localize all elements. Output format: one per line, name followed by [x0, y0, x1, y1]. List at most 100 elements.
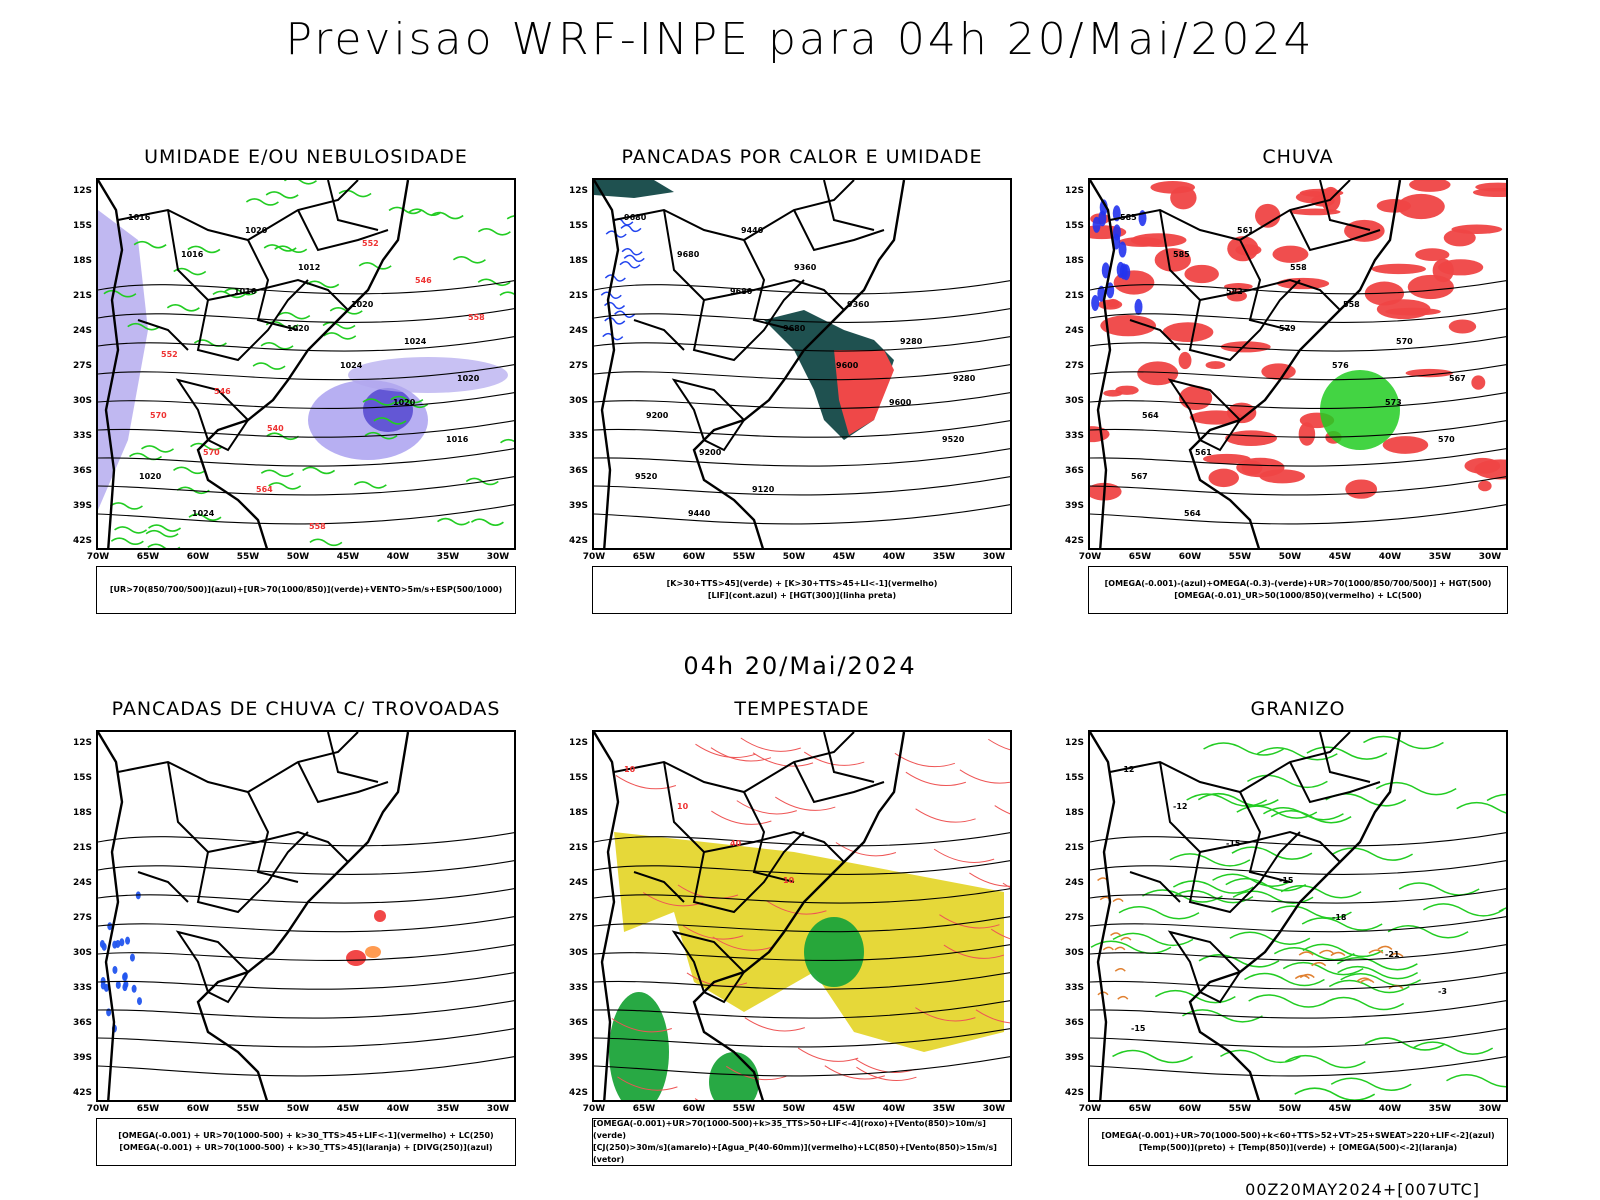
map-frame	[96, 730, 516, 1102]
latitude-label: 24S	[1064, 878, 1084, 888]
contour-label: 9280	[900, 337, 923, 346]
latitude-label: 15S	[568, 221, 588, 231]
panel-title: GRANIZO	[1250, 698, 1346, 720]
latitude-label: 15S	[72, 773, 92, 783]
latitude-label: 24S	[568, 326, 588, 336]
panel-legend: [OMEGA(-0.001)-(azul)+OMEGA(-0.3)-(verde…	[1088, 566, 1508, 614]
latitude-label: 42S	[72, 1088, 92, 1098]
latitude-label: 12S	[72, 186, 92, 196]
contour-label: 1024	[340, 361, 363, 370]
latitude-label: 27S	[568, 913, 588, 923]
latitude-label: 36S	[1064, 1018, 1084, 1028]
longitude-label: 50W	[782, 552, 806, 562]
latitude-label: 33S	[1064, 983, 1084, 993]
longitude-label: 65W	[632, 552, 656, 562]
contour-label: 1020	[245, 226, 268, 235]
latitude-label: 30S	[568, 948, 588, 958]
latitude-label: 36S	[568, 466, 588, 476]
contour-label: 570	[1396, 337, 1413, 346]
contour-label: 579	[1279, 324, 1296, 333]
legend-line: [Temp(500)](preto) + [Temp(850)](verde) …	[1138, 1143, 1458, 1152]
weather-map: 1016 1016 1016 1020 1024 1020 1016 1020 1024 1020…	[98, 180, 514, 548]
longitude-label: 55W	[1228, 1104, 1252, 1114]
latitude-label: 42S	[1064, 536, 1084, 546]
longitude-label: 70W	[582, 552, 606, 562]
latitude-label: 15S	[1064, 221, 1084, 231]
legend-line: [LIF](cont.azul) + [HGT(300)](linha pret…	[707, 591, 897, 600]
longitude-label: 50W	[1278, 1104, 1302, 1114]
contour-label: 9680	[677, 250, 700, 259]
latitude-label: 12S	[1064, 738, 1084, 748]
latitude-label: 21S	[72, 291, 92, 301]
contour-label: 570	[150, 411, 167, 420]
panel-legend: [OMEGA(-0.001)+UR>70(1000-500)+k>35_TTS>…	[592, 1118, 1012, 1166]
contour-label: 1016	[234, 287, 257, 296]
contour-label: 1016	[128, 213, 151, 222]
latitude-label: 27S	[72, 361, 92, 371]
contour-label: 552	[161, 350, 178, 359]
contour-label: 9120	[752, 485, 775, 494]
latitude-label: 30S	[72, 948, 92, 958]
legend-line: [OMEGA(-0.001)-(azul)+OMEGA(-0.3)-(verde…	[1104, 579, 1492, 588]
longitude-label: 65W	[632, 1104, 656, 1114]
contour-label: 9600	[836, 361, 859, 370]
panel-legend: [UR>70(850/700/500)](azul)+[UR>70(1000/8…	[96, 566, 516, 614]
contour-label: 1020	[287, 324, 310, 333]
latitude-label: 12S	[1064, 186, 1084, 196]
contour-label: 564	[256, 485, 273, 494]
contour-label: 9280	[953, 374, 976, 383]
legend-line: [OMEGA(-0.001) + UR>70(1000-500) + k>30_…	[119, 1143, 493, 1152]
contour-label: 546	[214, 387, 231, 396]
longitude-label: 60W	[186, 1104, 210, 1114]
latitude-label: 24S	[72, 878, 92, 888]
panel-title: UMIDADE E/OU NEBULOSIDADE	[144, 146, 468, 168]
latitude-label: 15S	[1064, 773, 1084, 783]
longitude-label: 50W	[286, 1104, 310, 1114]
legend-line: [CJ(250)>30m/s](amarelo)+[Agua_P(40-60mm…	[593, 1143, 997, 1164]
longitude-label: 40W	[882, 1104, 906, 1114]
latitude-label: 24S	[72, 326, 92, 336]
latitude-label: 30S	[72, 396, 92, 406]
latitude-label: 27S	[1064, 361, 1084, 371]
contour-label: 564	[1184, 509, 1201, 518]
latitude-label: 30S	[1064, 396, 1084, 406]
contour-label: 1016	[446, 435, 469, 444]
latitude-label: 42S	[72, 536, 92, 546]
latitude-label: 15S	[568, 773, 588, 783]
longitude-label: 35W	[932, 1104, 956, 1114]
longitude-label: 70W	[1078, 552, 1102, 562]
map-frame: 10 10 40 10	[592, 730, 1012, 1102]
contour-label: 9200	[699, 448, 722, 457]
latitude-label: 36S	[72, 1018, 92, 1028]
latitude-label: 33S	[72, 983, 92, 993]
latitude-label: 24S	[1064, 326, 1084, 336]
contour-label: 1020	[351, 300, 374, 309]
longitude-label: 70W	[582, 1104, 606, 1114]
latitude-label: 42S	[1064, 1088, 1084, 1098]
longitude-label: 30W	[982, 552, 1006, 562]
longitude-label: 55W	[732, 1104, 756, 1114]
contour-label: 1024	[192, 509, 215, 518]
contour-label: 567	[1449, 374, 1466, 383]
latitude-label: 36S	[72, 466, 92, 476]
panel-title: PANCADAS POR CALOR E UMIDADE	[621, 146, 983, 168]
contour-label: 9200	[646, 411, 669, 420]
longitude-label: 45W	[336, 552, 360, 562]
longitude-label: 30W	[486, 1104, 510, 1114]
contour-label: 9440	[688, 509, 711, 518]
contour-label: 558	[1343, 300, 1360, 309]
latitude-label: 18S	[1064, 808, 1084, 818]
map-panel: UMIDADE E/OU NEBULOSIDADE 1016 1016 1016 102…	[73, 146, 516, 638]
latitude-label: 18S	[568, 256, 588, 266]
latitude-label: 39S	[568, 501, 588, 511]
map-panel: TEMPESTADE 10 10 40 10 12S 15S 18S 21S 24S 27S 30S 3…	[569, 698, 1012, 1190]
longitude-label: 40W	[1378, 1104, 1402, 1114]
contour-label: 558	[1290, 263, 1307, 272]
longitude-label: 50W	[286, 552, 310, 562]
contour-label: 582	[1226, 287, 1243, 296]
contour-label: 10	[783, 876, 795, 885]
longitude-label: 55W	[236, 552, 260, 562]
contour-label: 585	[1120, 213, 1137, 222]
latitude-label: 27S	[1064, 913, 1084, 923]
contour-label: -15	[1279, 876, 1294, 885]
